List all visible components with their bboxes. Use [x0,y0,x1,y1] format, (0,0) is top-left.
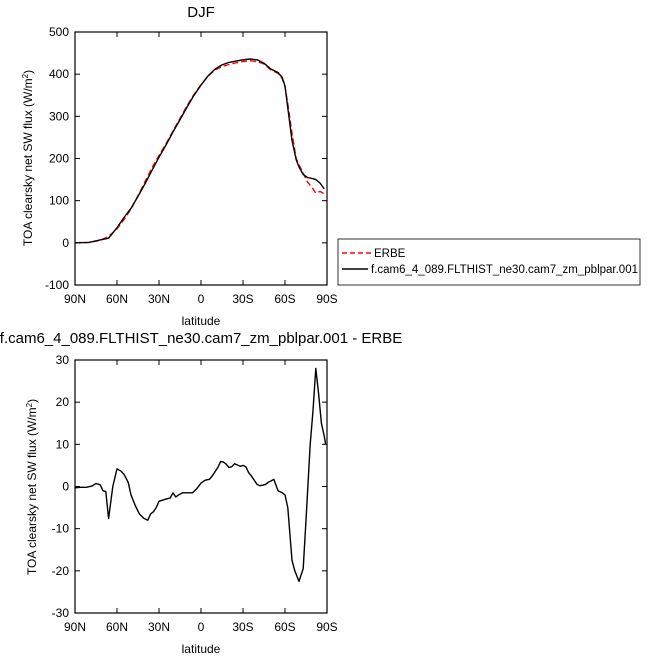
bottom-x-tick-label: 90N [64,620,86,634]
bottom-y-axis-label: TOA clearsky net SW flux (W/m2) [25,399,39,575]
top-y-tick-label: 200 [49,152,69,166]
bottom-y-tick-label: 20 [56,395,70,409]
bottom-y-tick-label: 10 [56,437,70,451]
top-x-tick-label: 60N [106,292,128,306]
bottom-y-tick-label: -20 [52,564,70,578]
top-x-tick-label: 90S [316,292,337,306]
top-y-axis-label-close: ) [21,70,35,74]
bottom-x-axis-label: latitude [182,642,221,656]
bottom-series-lines [74,367,327,583]
top-series-lines [74,58,325,244]
bottom-x-tick-label: 60N [106,620,128,634]
bottom-x-tick-label: 0 [198,620,205,634]
bottom-y-axis-label-close: ) [25,399,39,403]
top-x-tick-label: 30N [148,292,170,306]
bottom-x-tick-label: 90S [316,620,337,634]
top-y-tick-label: 500 [49,25,69,39]
bottom-panel: f.cam6_4_089.FLTHIST_ne30.cam7_zm_pblpar… [0,330,402,656]
bottom-x-tick-label: 60S [274,620,295,634]
top-y-axis-label: TOA clearsky net SW flux (W/m2) [21,70,35,246]
top-x-tick-label: 60S [274,292,295,306]
bottom-series-difference-line [74,367,327,583]
top-series-f-cam6-4-089-flthist-ne30-cam7-zm-pblpar-001-line [74,58,325,244]
top-chart-title: DJF [187,4,215,21]
legend: ERBE f.cam6_4_089.FLTHIST_ne30.cam7_zm_p… [337,238,641,286]
bottom-y-axis-label-sup: 2 [25,402,34,407]
legend-model-label: f.cam6_4_089.FLTHIST_ne30.cam7_zm_pblpar… [371,264,638,276]
top-x-tick-label: 30S [232,292,253,306]
bottom-x-tick-label: 30N [148,620,170,634]
bottom-x-ticks: 90N 60N 30N 0 30S 60S 90S [64,360,338,634]
top-x-tick-label: 0 [198,292,205,306]
top-x-ticks: 90N 60N 30N 0 30S 60S 90S [64,32,338,306]
top-y-axis-label-sup: 2 [21,73,30,78]
top-x-axis-label: latitude [182,314,221,328]
bottom-y-ticks: -30 -20 -10 0 10 20 30 [52,353,327,620]
top-y-tick-label: 100 [49,194,69,208]
top-y-tick-label: -100 [45,278,69,292]
bottom-chart-title: f.cam6_4_089.FLTHIST_ne30.cam7_zm_pblpar… [0,330,402,347]
top-panel: DJF 90N 60N 30N 0 30S 60S 90S -100 0 100 200 300 40… [21,4,338,328]
bottom-y-tick-label: -10 [52,522,70,536]
top-y-tick-label: 0 [62,236,69,250]
top-y-tick-label: 300 [49,109,69,123]
top-plot-frame [74,31,328,286]
top-y-ticks: -100 0 100 200 300 400 500 [45,25,327,292]
top-x-tick-label: 90N [64,292,86,306]
legend-box [337,238,641,286]
bottom-x-tick-label: 30S [232,620,253,634]
bottom-y-tick-label: -30 [52,606,70,620]
top-y-tick-label: 400 [49,67,69,81]
legend-erbe-label: ERBE [374,248,406,260]
bottom-y-tick-label: 0 [62,480,69,494]
bottom-y-tick-label: 30 [56,353,70,367]
